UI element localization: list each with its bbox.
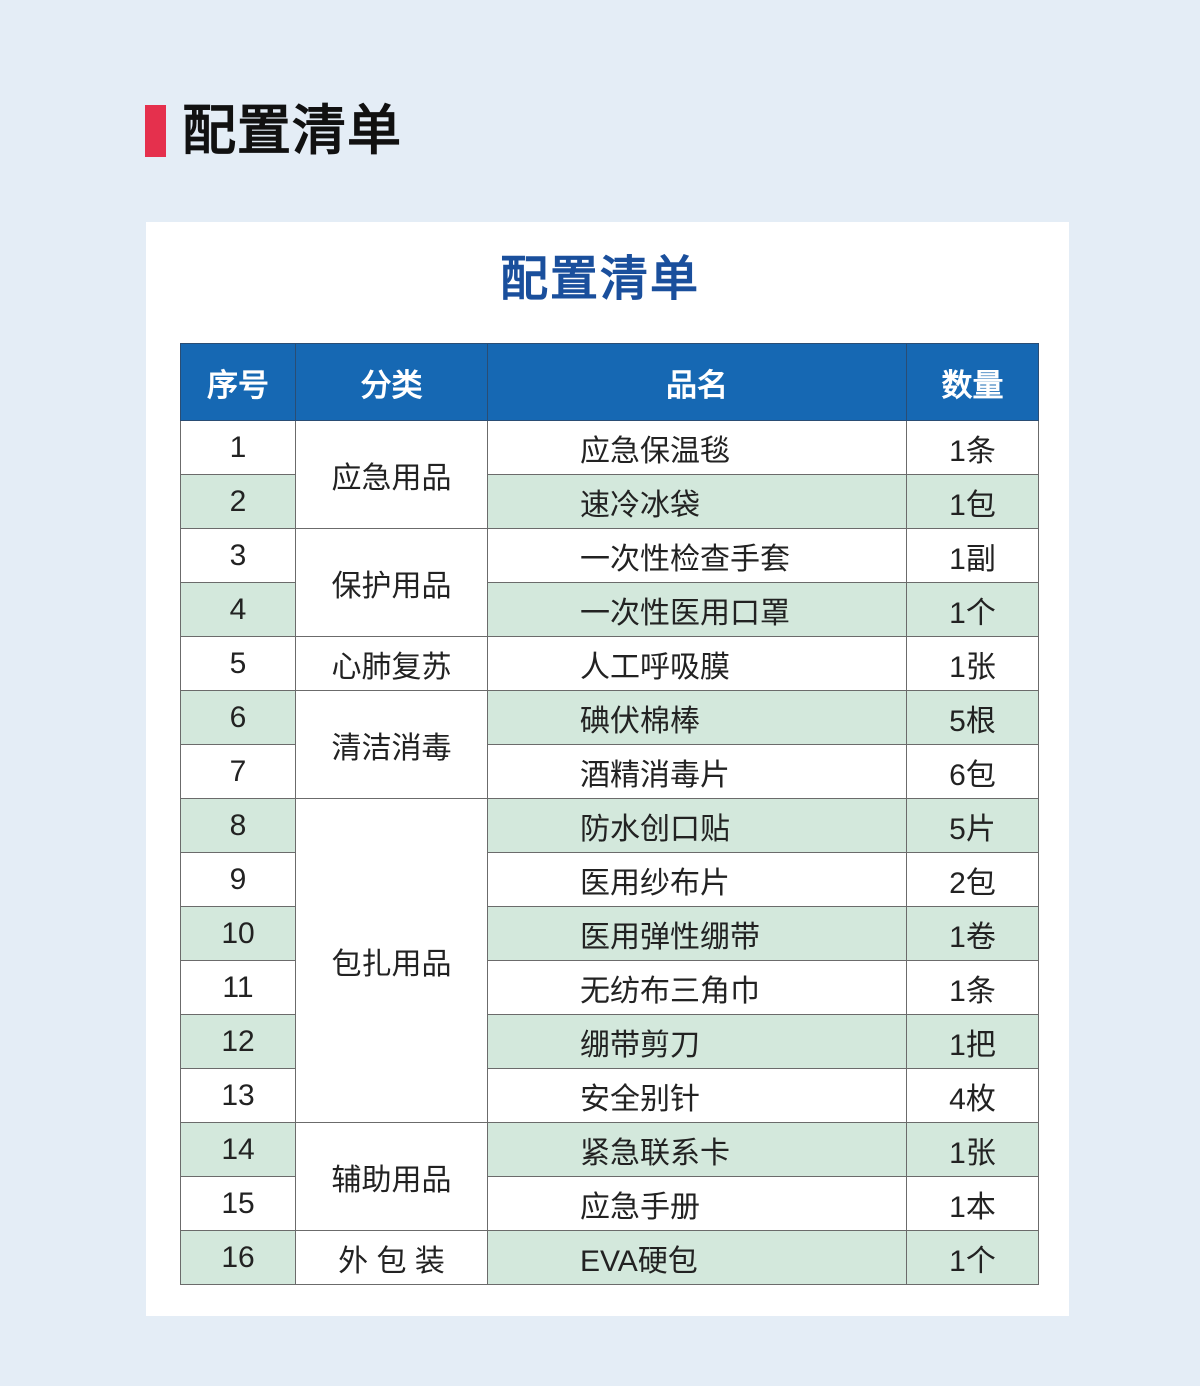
item-quantity: 1条 [906, 420, 1039, 475]
table-row: 5 心肺复苏 人工呼吸膜 1张 [180, 636, 1039, 691]
item-quantity: 1把 [906, 1014, 1039, 1069]
item-name: 应急手册 [487, 1176, 907, 1231]
row-category: 心肺复苏 [295, 636, 488, 691]
card-title: 配置清单 [499, 253, 700, 306]
item-name: 防水创口贴 [487, 798, 907, 853]
table-row: 11 无纺布三角巾 1条 [180, 960, 1039, 1015]
table-row: 10 医用弹性绷带 1卷 [180, 906, 1039, 961]
item-quantity: 1本 [906, 1176, 1039, 1231]
row-number: 13 [180, 1068, 296, 1123]
table-row: 9 医用纱布片 2包 [180, 852, 1039, 907]
item-quantity: 2包 [906, 852, 1039, 907]
item-name: 碘伏棉棒 [487, 690, 907, 745]
item-name: 紧急联系卡 [487, 1122, 907, 1177]
table-row: 16 外 包 装 EVA硬包 1个 [180, 1230, 1039, 1285]
item-name: 安全别针 [487, 1068, 907, 1123]
row-number: 2 [180, 474, 296, 529]
item-name: 无纺布三角巾 [487, 960, 907, 1015]
item-name: 速冷冰袋 [487, 474, 907, 529]
row-number: 11 [180, 960, 296, 1015]
item-name: 一次性检查手套 [487, 528, 907, 583]
row-number: 14 [180, 1122, 296, 1177]
row-category: 应急用品 [295, 420, 488, 529]
header-no: 序号 [180, 343, 296, 421]
row-number: 3 [180, 528, 296, 583]
item-quantity: 1张 [906, 636, 1039, 691]
item-quantity: 1张 [906, 1122, 1039, 1177]
table-row: 15 应急手册 1本 [180, 1176, 1039, 1231]
row-number: 15 [180, 1176, 296, 1231]
table-row: 7 酒精消毒片 6包 [180, 744, 1039, 799]
row-number: 12 [180, 1014, 296, 1069]
item-quantity: 6包 [906, 744, 1039, 799]
item-quantity: 1条 [906, 960, 1039, 1015]
item-name: 一次性医用口罩 [487, 582, 907, 637]
table-row: 6 清洁消毒 碘伏棉棒 5根 [180, 690, 1039, 799]
row-category: 外 包 装 [295, 1230, 488, 1285]
item-quantity: 1包 [906, 474, 1039, 529]
row-number: 1 [180, 420, 296, 475]
item-quantity: 1副 [906, 528, 1039, 583]
row-category: 保护用品 [295, 528, 488, 637]
row-category: 辅助用品 [295, 1122, 488, 1231]
item-quantity: 4枚 [906, 1068, 1039, 1123]
table-row: 8 包扎用品 防水创口贴 5片 [180, 798, 1039, 1123]
table-row: 3 保护用品 一次性检查手套 1副 [180, 528, 1039, 637]
row-number: 10 [180, 906, 296, 961]
table-row: 4 一次性医用口罩 1个 [180, 582, 1039, 637]
item-quantity: 5片 [906, 798, 1039, 853]
heading-accent-bar [145, 105, 166, 157]
table-header-row: 序号 分类 品名 数量 [180, 343, 1039, 421]
item-name: 医用弹性绷带 [487, 906, 907, 961]
item-name: 绷带剪刀 [487, 1014, 907, 1069]
row-category: 清洁消毒 [295, 690, 488, 799]
table-row: 1 应急用品 应急保温毯 1条 [180, 420, 1039, 529]
item-quantity: 1个 [906, 1230, 1039, 1285]
table-row: 2 速冷冰袋 1包 [180, 474, 1039, 529]
config-table: 序号 分类 品名 数量 1 应急用品 应急保温毯 1条 2 速冷冰袋 1包 3 保护用品 一次性检… [180, 343, 1039, 1285]
item-quantity: 5根 [906, 690, 1039, 745]
row-number: 8 [180, 798, 296, 853]
row-number: 7 [180, 744, 296, 799]
item-quantity: 1卷 [906, 906, 1039, 961]
item-name: 人工呼吸膜 [487, 636, 907, 691]
row-number: 9 [180, 852, 296, 907]
header-name: 品名 [487, 343, 907, 421]
item-name: 酒精消毒片 [487, 744, 907, 799]
item-quantity: 1个 [906, 582, 1039, 637]
header-qty: 数量 [906, 343, 1039, 421]
item-name: 医用纱布片 [487, 852, 907, 907]
item-name: 应急保温毯 [487, 420, 907, 475]
item-name: EVA硬包 [487, 1230, 907, 1285]
row-number: 16 [180, 1230, 296, 1285]
table-row: 14 辅助用品 紧急联系卡 1张 [180, 1122, 1039, 1231]
page-heading: 配置清单 [182, 101, 402, 161]
row-number: 5 [180, 636, 296, 691]
row-number: 6 [180, 690, 296, 745]
header-category: 分类 [295, 343, 488, 421]
row-category: 包扎用品 [295, 798, 488, 1123]
row-number: 4 [180, 582, 296, 637]
